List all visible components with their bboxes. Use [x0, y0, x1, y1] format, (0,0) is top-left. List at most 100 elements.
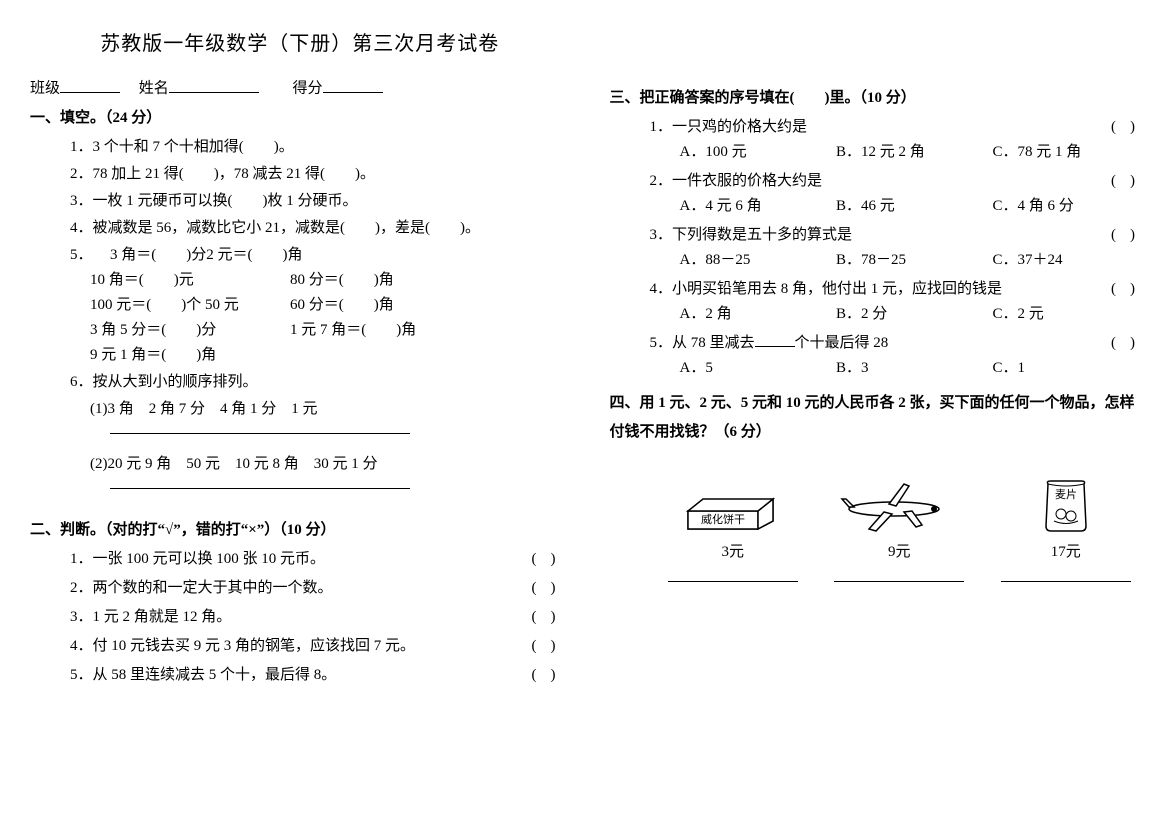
s1-q6-2: (2)20 元 9 角 50 元 10 元 8 角 30 元 1 分	[90, 454, 570, 475]
svg-text:威化饼干: 威化饼干	[701, 512, 745, 526]
item1-price: 3元	[658, 542, 808, 563]
c2a: 10 角＝( )元	[90, 270, 290, 291]
opt-c: C．2 元	[993, 304, 1150, 325]
left-column: 苏教版一年级数学（下册）第三次月考试卷 班级 姓名 得分 一、填空。（24 分）…	[30, 30, 570, 806]
s3-q2: 2．一件衣服的价格大约是()	[650, 171, 1150, 192]
s2-q4: 4．付 10 元钱去买 9 元 3 角的钢笔，应该找回 7 元。()	[70, 636, 570, 657]
c2b: 80 分＝( )角	[290, 270, 394, 291]
c3a: 100 元＝( )个 50 元	[90, 295, 290, 316]
s3-q2-text: 2．一件衣服的价格大约是	[650, 171, 1080, 192]
item-biscuit: 威化饼干 3元	[658, 476, 808, 589]
s3-q1-opts: A．100 元B．12 元 2 角C．78 元 1 角	[680, 142, 1150, 163]
right-column: 三、把正确答案的序号填在( )里。（10 分） 1．一只鸡的价格大约是() A．…	[610, 30, 1150, 806]
c4b: 1 元 7 角＝( )角	[290, 320, 416, 341]
mc-paren[interactable]: ()	[1079, 171, 1149, 192]
s2-q3-text: 3．1 元 2 角就是 12 角。	[70, 607, 500, 628]
opt-a: A．5	[680, 358, 837, 379]
s3-q5-opts: A．5B．3C．1	[680, 358, 1150, 379]
s3-q1: 1．一只鸡的价格大约是()	[650, 117, 1150, 138]
s1-q5-row5: 9 元 1 角＝( )角	[90, 345, 570, 366]
s3-q1-text: 1．一只鸡的价格大约是	[650, 117, 1080, 138]
opt-b: B．2 分	[836, 304, 993, 325]
s1-q2: 2．78 加上 21 得( )，78 减去 21 得( )。	[70, 164, 570, 185]
section-1-head: 一、填空。（24 分）	[30, 108, 570, 129]
sort-blank-2[interactable]	[110, 488, 410, 489]
item2-price: 9元	[824, 542, 974, 563]
form-line: 班级 姓名 得分	[30, 76, 570, 100]
sort-blank-1[interactable]	[110, 433, 410, 434]
c1a: 3 角＝( )分	[110, 245, 206, 266]
s3-q3-text: 3．下列得数是五十多的算式是	[650, 225, 1080, 246]
opt-b: B．46 元	[836, 196, 993, 217]
item-cereal: 麦片 17元	[991, 476, 1141, 589]
opt-c: C．78 元 1 角	[993, 142, 1150, 163]
s3-q5: 5．从 78 里减去 个十最后得 28 ()	[650, 333, 1150, 354]
c3b: 60 分＝( )角	[290, 295, 394, 316]
s3-q4: 4．小明买铅笔用去 8 角，他付出 1 元，应找回的钱是()	[650, 279, 1150, 300]
items-row: 威化饼干 3元 9元	[650, 476, 1150, 589]
class-label: 班级	[30, 81, 60, 97]
s2-q2: 2．两个数的和一定大于其中的一个数。()	[70, 578, 570, 599]
s3-q4-opts: A．2 角B．2 分C．2 元	[680, 304, 1150, 325]
judge-paren[interactable]: ()	[500, 665, 570, 686]
class-blank[interactable]	[60, 76, 120, 93]
opt-b: B．78－25	[836, 250, 993, 271]
opt-b: B．12 元 2 角	[836, 142, 993, 163]
item-plane: 9元	[824, 476, 974, 589]
s3-q5-text: 5．从 78 里减去 个十最后得 28	[650, 333, 1080, 354]
s2-q4-text: 4．付 10 元钱去买 9 元 3 角的钢笔，应该找回 7 元。	[70, 636, 500, 657]
s3-q5-post: 个十最后得 28	[795, 335, 889, 351]
mc-paren[interactable]: ()	[1079, 225, 1149, 246]
section-3-head: 三、把正确答案的序号填在( )里。（10 分）	[610, 88, 1150, 109]
c1b: 2 元＝( )角	[206, 245, 302, 266]
opt-a: A．4 元 6 角	[680, 196, 837, 217]
s2-q3: 3．1 元 2 角就是 12 角。()	[70, 607, 570, 628]
plane-icon	[824, 476, 974, 536]
opt-c: C．37＋24	[993, 250, 1150, 271]
judge-paren[interactable]: ()	[500, 607, 570, 628]
s1-q3: 3．一枚 1 元硬币可以换( )枚 1 分硬币。	[70, 191, 570, 212]
opt-a: A．88－25	[680, 250, 837, 271]
s1-q6-1: (1)3 角 2 角 7 分 4 角 1 分 1 元	[90, 399, 570, 420]
opt-c: C．4 角 6 分	[993, 196, 1150, 217]
item3-price: 17元	[991, 542, 1141, 563]
s2-q5: 5．从 58 里连续减去 5 个十，最后得 8。()	[70, 665, 570, 686]
s1-q6: 6．按从大到小的顺序排列。	[70, 372, 570, 393]
mc-paren[interactable]: ()	[1079, 279, 1149, 300]
opt-a: A．100 元	[680, 142, 837, 163]
judge-paren[interactable]: ()	[500, 578, 570, 599]
s3-q5-blank[interactable]	[755, 346, 795, 347]
s1-q5-row4: 3 角 5 分＝( )分1 元 7 角＝( )角	[90, 320, 570, 341]
score-label: 得分	[293, 81, 323, 97]
s2-q1: 1．一张 100 元可以换 100 张 10 元币。()	[70, 549, 570, 570]
section-4-head: 四、用 1 元、2 元、5 元和 10 元的人民币各 2 张，买下面的任何一个物…	[610, 389, 1150, 446]
s3-q2-opts: A．4 元 6 角B．46 元C．4 角 6 分	[680, 196, 1150, 217]
mc-paren[interactable]: ()	[1079, 333, 1149, 354]
judge-paren[interactable]: ()	[500, 549, 570, 570]
s2-q5-text: 5．从 58 里连续减去 5 个十，最后得 8。	[70, 665, 500, 686]
exam-title: 苏教版一年级数学（下册）第三次月考试卷	[30, 30, 570, 58]
svg-text:麦片: 麦片	[1055, 488, 1077, 501]
score-blank[interactable]	[323, 76, 383, 93]
s3-q5-pre: 5．从 78 里减去	[650, 335, 755, 351]
biscuit-icon: 威化饼干	[658, 476, 808, 536]
s3-q4-text: 4．小明买铅笔用去 8 角，他付出 1 元，应找回的钱是	[650, 279, 1080, 300]
judge-paren[interactable]: ()	[500, 636, 570, 657]
s1-q5-row3: 100 元＝( )个 50 元60 分＝( )角	[90, 295, 570, 316]
s1-q4: 4．被减数是 56，减数比它小 21，减数是( )，差是( )。	[70, 218, 570, 239]
cereal-icon: 麦片	[991, 476, 1141, 536]
s1-q5-row2: 10 角＝( )元80 分＝( )角	[90, 270, 570, 291]
s1-q1: 1．3 个十和 7 个十相加得( )。	[70, 137, 570, 158]
name-label: 姓名	[139, 81, 169, 97]
s2-q2-text: 2．两个数的和一定大于其中的一个数。	[70, 578, 500, 599]
c5a: 9 元 1 角＝( )角	[90, 345, 290, 366]
name-blank[interactable]	[169, 76, 259, 93]
opt-c: C．1	[993, 358, 1150, 379]
s1-q5-row1: 5．3 角＝( )分2 元＝( )角	[90, 245, 570, 266]
opt-a: A．2 角	[680, 304, 837, 325]
item2-blank[interactable]	[834, 581, 964, 582]
mc-paren[interactable]: ()	[1079, 117, 1149, 138]
section-2-head: 二、判断。（对的打“√”，错的打“×”）（10 分）	[30, 520, 570, 541]
item1-blank[interactable]	[668, 581, 798, 582]
item3-blank[interactable]	[1001, 581, 1131, 582]
